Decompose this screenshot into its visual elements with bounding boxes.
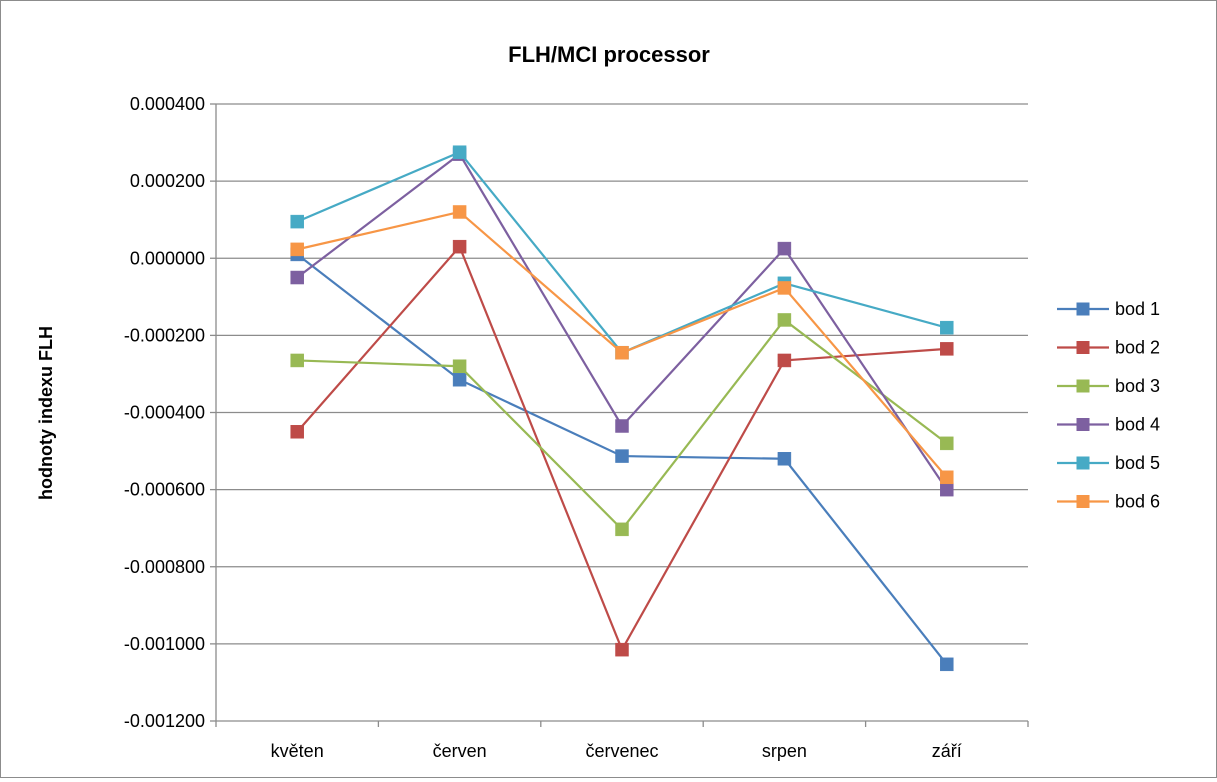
axes [210, 103, 1029, 727]
data-point-marker [290, 242, 304, 257]
chart-title: FLH/MCI processor [508, 42, 710, 67]
data-point-marker [940, 320, 954, 335]
y-tick-label: -0.000600 [124, 480, 205, 500]
x-tick-label: červenec [585, 741, 658, 761]
x-tick-labels: květen červen červenec srpen září [271, 741, 962, 761]
x-tick-label: květen [271, 741, 324, 761]
data-point-marker [777, 313, 792, 327]
data-point-marker [615, 642, 629, 657]
legend-item: bod 5 [1057, 453, 1160, 473]
data-point-marker [615, 345, 629, 360]
data-point-marker [290, 270, 304, 285]
legend-item: bod 2 [1057, 338, 1160, 358]
data-point-marker [940, 482, 954, 497]
y-tick-label: 0.000400 [130, 94, 205, 114]
legend-item: bod 1 [1057, 299, 1160, 319]
legend-label: bod 2 [1115, 338, 1160, 358]
data-point-marker [452, 205, 467, 219]
legend-marker [1076, 302, 1090, 316]
legend-label: bod 6 [1115, 492, 1160, 512]
series-1 [290, 247, 954, 672]
y-tick-label: -0.000400 [124, 403, 205, 423]
data-point-marker [290, 214, 304, 229]
series-line [296, 244, 947, 653]
data-point-marker [940, 342, 954, 356]
data-point-marker [940, 436, 954, 451]
data-point-marker [452, 372, 467, 387]
legend-label: bod 5 [1115, 453, 1160, 473]
legend-label: bod 3 [1115, 376, 1160, 396]
legend-item: bod 4 [1057, 415, 1160, 435]
data-point-marker [452, 359, 467, 373]
legend-item: bod 6 [1057, 492, 1160, 512]
series-6 [290, 205, 954, 485]
data-point-marker [452, 239, 467, 254]
series-line [296, 150, 948, 355]
y-tick-label: -0.000800 [124, 557, 205, 577]
gridlines [216, 103, 1028, 645]
data-point-marker [777, 241, 792, 256]
data-point-marker [940, 470, 954, 485]
data-point-marker [290, 425, 304, 439]
data-point-marker [777, 353, 792, 368]
y-tick-labels: 0.000400 0.000200 0.000000 -0.000200 -0.0004… [124, 94, 205, 731]
data-point-marker [940, 657, 954, 672]
series-lines [290, 145, 954, 672]
y-tick-label: -0.001200 [124, 711, 205, 731]
data-point-marker [777, 452, 792, 466]
y-tick-label: 0.000000 [130, 248, 205, 268]
x-tick-label: červen [433, 741, 487, 761]
series-4 [290, 147, 954, 497]
legend-marker [1076, 495, 1090, 508]
legend-marker [1076, 456, 1090, 470]
data-point-marker [452, 145, 467, 159]
x-tick-label: srpen [762, 741, 807, 761]
legend: bod 1 bod 2 bod 3 bod 4 bod 5 bod 6 [1057, 299, 1160, 512]
data-point-marker [777, 281, 792, 295]
legend-marker [1076, 341, 1090, 354]
x-tick-label: září [932, 741, 962, 761]
legend-marker [1076, 379, 1090, 393]
legend-item: bod 3 [1057, 376, 1160, 396]
series-3 [290, 313, 954, 537]
y-tick-label: -0.000200 [124, 325, 205, 345]
data-point-marker [615, 419, 629, 433]
y-axis-title: hodnoty indexu FLH [36, 326, 56, 500]
y-tick-label: 0.000200 [130, 171, 205, 191]
data-point-marker [615, 449, 629, 463]
data-point-marker [290, 353, 304, 368]
legend-label: bod 4 [1115, 415, 1160, 435]
y-tick-label: -0.001000 [124, 634, 205, 654]
legend-label: bod 1 [1115, 299, 1160, 319]
series-2 [290, 239, 954, 657]
legend-marker [1076, 418, 1090, 431]
data-point-marker [615, 522, 629, 537]
